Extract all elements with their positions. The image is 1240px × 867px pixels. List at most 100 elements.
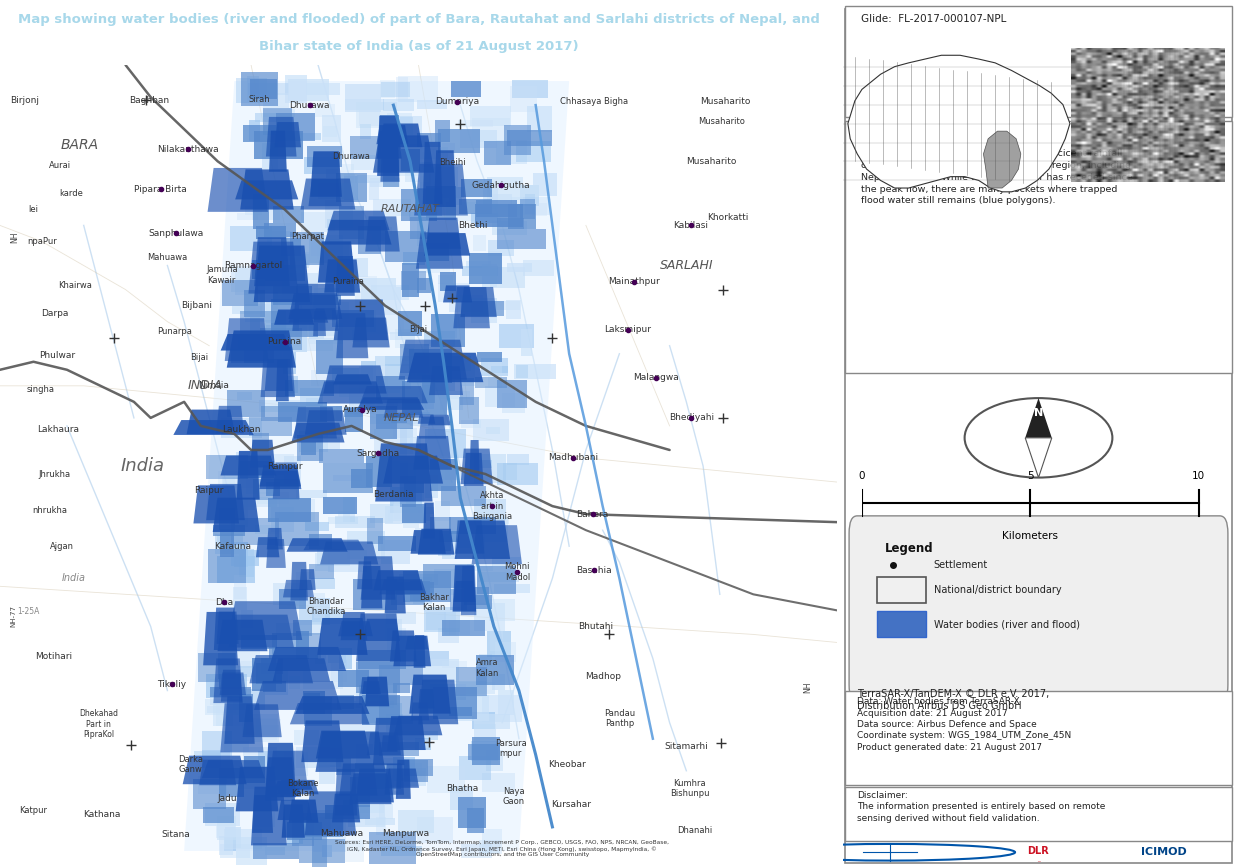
Polygon shape	[265, 265, 305, 281]
Polygon shape	[219, 673, 246, 695]
Polygon shape	[356, 662, 399, 693]
Polygon shape	[454, 287, 490, 329]
Polygon shape	[439, 128, 480, 153]
Polygon shape	[331, 660, 347, 681]
Polygon shape	[336, 313, 368, 358]
Polygon shape	[224, 740, 249, 752]
Polygon shape	[213, 658, 243, 703]
Polygon shape	[430, 684, 466, 700]
Polygon shape	[265, 757, 295, 801]
Polygon shape	[366, 217, 399, 251]
Text: Birjonj: Birjonj	[11, 96, 40, 105]
Text: TerraSAR-X/TanDEM-X © DLR e.V. 2017,
Distribution Airbus DS Geo GmbH: TerraSAR-X/TanDEM-X © DLR e.V. 2017, Dis…	[857, 689, 1049, 711]
Polygon shape	[521, 199, 536, 219]
Polygon shape	[222, 477, 262, 488]
Polygon shape	[312, 824, 346, 851]
Polygon shape	[405, 763, 422, 780]
Polygon shape	[392, 152, 424, 176]
Text: Bheihi: Bheihi	[439, 159, 465, 167]
Polygon shape	[278, 402, 326, 422]
Polygon shape	[259, 328, 301, 350]
Polygon shape	[246, 206, 263, 216]
Polygon shape	[273, 658, 330, 681]
Polygon shape	[515, 364, 556, 380]
Polygon shape	[221, 703, 264, 753]
Polygon shape	[474, 714, 510, 729]
Polygon shape	[439, 531, 460, 542]
Text: Motihari: Motihari	[35, 652, 72, 662]
Polygon shape	[311, 369, 337, 386]
Polygon shape	[343, 176, 358, 199]
Polygon shape	[425, 187, 464, 198]
Text: Laukhan: Laukhan	[222, 426, 260, 434]
Polygon shape	[429, 459, 456, 491]
Polygon shape	[269, 751, 306, 780]
Polygon shape	[274, 310, 314, 325]
Polygon shape	[391, 590, 425, 604]
Polygon shape	[274, 583, 303, 605]
Polygon shape	[238, 779, 268, 789]
Polygon shape	[422, 167, 458, 193]
Polygon shape	[206, 674, 247, 698]
Polygon shape	[231, 225, 272, 251]
Polygon shape	[234, 542, 248, 567]
Polygon shape	[327, 219, 360, 244]
Polygon shape	[202, 750, 221, 767]
Polygon shape	[489, 194, 512, 207]
Polygon shape	[480, 655, 492, 666]
Text: Sanphulawa: Sanphulawa	[148, 229, 203, 238]
Text: Dhanahi: Dhanahi	[677, 826, 712, 836]
Polygon shape	[301, 316, 335, 336]
Polygon shape	[422, 375, 435, 403]
Polygon shape	[370, 401, 398, 424]
Polygon shape	[472, 737, 500, 765]
Polygon shape	[212, 701, 233, 726]
Polygon shape	[474, 499, 506, 519]
Polygon shape	[345, 84, 381, 112]
Polygon shape	[298, 435, 324, 461]
Text: Bakhar
Kalan: Bakhar Kalan	[419, 593, 449, 612]
Polygon shape	[367, 733, 401, 755]
Polygon shape	[420, 162, 430, 191]
Polygon shape	[329, 550, 367, 572]
Polygon shape	[507, 264, 532, 272]
Polygon shape	[309, 323, 343, 344]
Polygon shape	[401, 149, 420, 171]
Polygon shape	[427, 611, 446, 630]
Polygon shape	[438, 629, 459, 643]
Polygon shape	[393, 412, 429, 424]
Polygon shape	[425, 244, 449, 261]
Polygon shape	[1025, 398, 1052, 438]
Polygon shape	[361, 566, 382, 609]
Polygon shape	[341, 164, 353, 183]
Polygon shape	[243, 747, 277, 769]
Polygon shape	[367, 791, 398, 799]
Polygon shape	[244, 349, 264, 363]
Text: Sitana: Sitana	[161, 831, 190, 839]
Polygon shape	[289, 293, 342, 319]
Text: Khairwa: Khairwa	[58, 281, 92, 290]
Polygon shape	[273, 286, 312, 305]
FancyBboxPatch shape	[878, 577, 925, 603]
Polygon shape	[356, 769, 394, 802]
Text: Khorkatti: Khorkatti	[708, 213, 749, 222]
Polygon shape	[384, 577, 405, 614]
Polygon shape	[532, 203, 547, 216]
Polygon shape	[294, 620, 311, 636]
Polygon shape	[227, 390, 265, 417]
Polygon shape	[474, 235, 486, 251]
Polygon shape	[410, 412, 430, 426]
Polygon shape	[460, 378, 474, 405]
Polygon shape	[379, 804, 393, 818]
Polygon shape	[270, 299, 299, 331]
Polygon shape	[486, 427, 501, 434]
Polygon shape	[205, 699, 246, 714]
Polygon shape	[203, 612, 238, 665]
Polygon shape	[250, 79, 277, 99]
Polygon shape	[309, 179, 341, 206]
FancyBboxPatch shape	[846, 787, 1233, 841]
Polygon shape	[300, 388, 322, 407]
Polygon shape	[476, 460, 492, 468]
Text: 10: 10	[1193, 471, 1205, 481]
Polygon shape	[239, 550, 254, 577]
